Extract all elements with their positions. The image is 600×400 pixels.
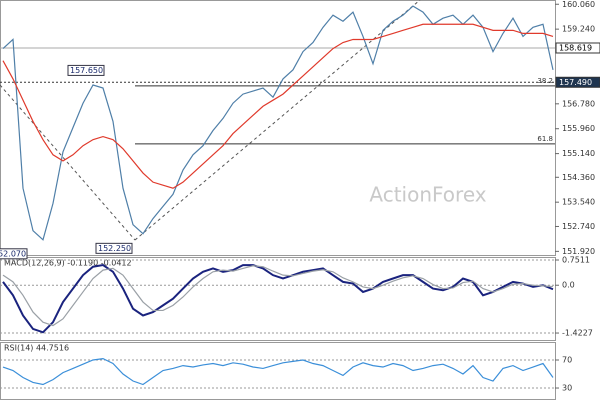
annotation-label: 152.070 (0, 249, 26, 258)
y-tick-label: 30 (562, 384, 572, 393)
y-tick-label: 152.740 (562, 222, 595, 231)
series-line (2, 5, 554, 241)
macd-title: MACD(12,26,9) -0.1190 -0.0412 (4, 259, 132, 268)
annotation-box (67, 64, 105, 76)
y-tick-label: 151.920 (562, 247, 595, 256)
macd-panel (0, 257, 556, 341)
y-tick-label: 153.540 (562, 198, 595, 207)
y-tick-label: 0.7511 (562, 255, 590, 264)
trend-line (134, 0, 421, 241)
y-tick-label: 160.060 (562, 0, 595, 9)
price-panel (0, 0, 556, 256)
series-line (2, 357, 554, 386)
rsi-title: RSI(14) 44.7516 (4, 344, 69, 353)
series-line (2, 23, 554, 189)
y-tick-label: 155.960 (562, 124, 595, 133)
y-tick-label: 70 (562, 356, 572, 365)
annotation-label: 157.650 (70, 66, 103, 75)
annotation-label: 152.250 (98, 244, 131, 253)
series-line (2, 265, 554, 327)
level-box (555, 76, 600, 88)
y-tick-label: -1.4227 (562, 329, 593, 338)
trend-line (0, 84, 136, 241)
y-tick-label: 156.780 (562, 99, 595, 108)
annotation-box (0, 248, 28, 260)
y-tick-label: 0.0 (562, 281, 575, 290)
y-tick-label: 155.140 (562, 149, 595, 158)
y-tick-label: 159.240 (562, 25, 595, 34)
fib-label: 61.8 (537, 135, 553, 143)
level-label: 157.490 (559, 78, 592, 87)
watermark: ActionForex (369, 183, 486, 207)
level-box (555, 42, 600, 54)
annotation-box (95, 242, 133, 254)
level-label: 158.619 (559, 43, 592, 52)
series-line (2, 264, 554, 334)
fib-label: 38.2 (537, 77, 553, 85)
y-tick-label: 154.360 (562, 173, 595, 182)
